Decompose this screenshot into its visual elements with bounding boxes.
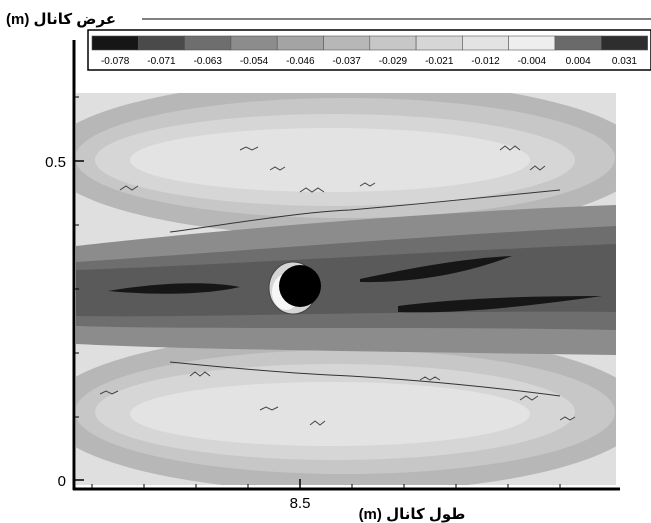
legend-swatch-5 [323, 35, 371, 51]
legend-label-1: -0.071 [147, 56, 176, 67]
y-tick-label-0: 0 [58, 473, 66, 490]
y-axis-title: (m) عرض کانال [6, 11, 116, 28]
legend-swatch-6 [369, 35, 417, 51]
x-axis-title: (m) طول کانال [359, 506, 466, 523]
contour-streak-right-lower [398, 296, 602, 313]
legend-label-0: -0.078 [101, 56, 130, 67]
legend-label-10: 0.004 [566, 56, 591, 67]
legend-swatch-3 [230, 35, 278, 51]
legend-frame [87, 29, 651, 71]
legend-swatch-7 [415, 35, 463, 51]
y-axis-ticks: 0 0.5 [45, 96, 84, 490]
legend-label-2: -0.063 [194, 56, 223, 67]
legend-label-11: 0.031 [612, 56, 637, 67]
legend-label-6: -0.029 [379, 56, 408, 67]
x-axis-ticks: 8.5 [91, 479, 561, 512]
legend-swatch-9 [508, 35, 556, 51]
legend-swatch-8 [462, 35, 509, 51]
contour-ripples-lower [99, 371, 576, 426]
legend-swatch-11 [600, 35, 648, 51]
legend-swatch-0 [91, 35, 139, 51]
y-tick-label-05: 0.5 [45, 154, 66, 171]
contour-ripples-upper [119, 145, 546, 193]
contour-streak-left [108, 283, 240, 294]
legend-label-3: -0.054 [240, 56, 269, 67]
contour-field [76, 93, 616, 485]
legend: -0.078 -0.071 -0.063 -0.054 -0.046 -0.037 -0.0… [87, 29, 651, 71]
legend-swatch-4 [276, 35, 324, 51]
contour-line-upper-wave [169, 189, 561, 233]
contour-band-upper-4 [130, 128, 530, 192]
legend-swatch-1 [138, 35, 185, 51]
cylinder-obstacle [279, 265, 321, 307]
legend-label-8: -0.012 [471, 56, 500, 67]
legend-label-4: -0.046 [286, 56, 315, 67]
contour-band-lower-4 [130, 382, 530, 446]
legend-label-7: -0.021 [425, 56, 454, 67]
contour-line-lower-wave [169, 361, 561, 397]
legend-swatch-2 [184, 35, 232, 51]
legend-label-9: -0.004 [518, 56, 547, 67]
contour-streak-right-upper [360, 256, 512, 283]
x-tick-label-85: 8.5 [290, 495, 311, 512]
legend-label-5: -0.037 [332, 56, 361, 67]
legend-swatch-10 [554, 35, 602, 51]
